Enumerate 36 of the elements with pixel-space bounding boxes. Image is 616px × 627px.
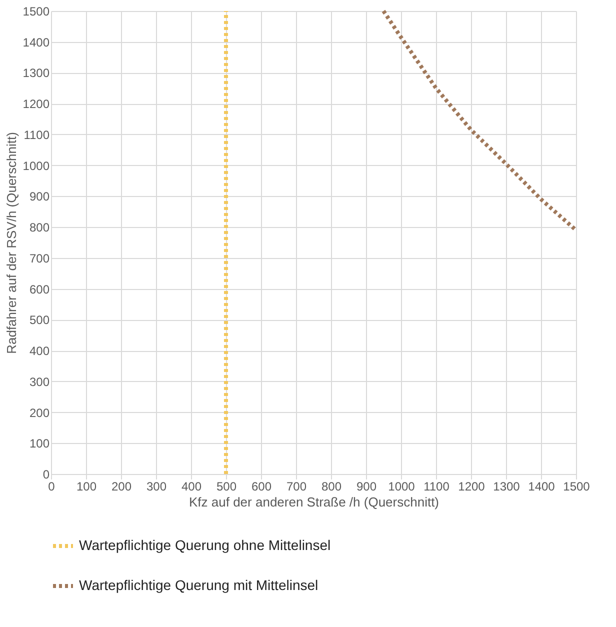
x-tick-label: 700 xyxy=(286,480,307,494)
y-tick-label: 500 xyxy=(29,313,50,328)
y-tick-label: 1000 xyxy=(22,158,50,173)
y-tick-label: 0 xyxy=(42,468,50,482)
y-tick-label: 100 xyxy=(29,436,50,451)
x-tick-label: 500 xyxy=(216,480,237,494)
y-tick-label: 300 xyxy=(29,374,50,389)
x-tick-label: 200 xyxy=(111,480,132,494)
y-tick-label: 1400 xyxy=(22,35,50,50)
x-tick-label: 800 xyxy=(321,480,342,494)
x-tick-label: 1300 xyxy=(493,480,520,494)
x-tick-label: 1500 xyxy=(563,480,590,494)
line-series xyxy=(382,9,578,232)
x-tick-label: 1400 xyxy=(528,480,556,494)
x-tick-label: 1000 xyxy=(388,480,416,494)
y-tick-label: 1100 xyxy=(24,128,50,142)
y-tick-label: 200 xyxy=(29,406,50,420)
y-tick-label: 600 xyxy=(29,282,50,296)
x-axis-title: Kfz auf der anderen Straße /h (Querschnitt) xyxy=(188,494,440,510)
y-axis-title: Radfahrer auf der RSV/h (Querschnitt) xyxy=(4,132,19,354)
y-tick-label: 700 xyxy=(29,251,50,266)
legend-label: Wartepflichtige Querung mit Mittelinsel xyxy=(79,577,318,593)
y-tick-label: 800 xyxy=(29,220,50,235)
legend-label: Wartepflichtige Querung ohne Mittelinsel xyxy=(79,537,331,553)
x-tick-label: 100 xyxy=(76,480,97,494)
y-tick-label: 1500 xyxy=(22,4,50,18)
y-tick-label: 400 xyxy=(29,344,50,358)
x-tick-label: 900 xyxy=(356,480,377,494)
x-tick-label: 1200 xyxy=(458,480,486,494)
x-tick-label: 400 xyxy=(181,480,202,494)
x-tick-label: 600 xyxy=(251,480,272,494)
y-tick-label: 1300 xyxy=(22,66,50,80)
x-tick-label: 1100 xyxy=(424,480,450,494)
x-tick-label: 300 xyxy=(146,480,167,494)
y-tick-label: 1200 xyxy=(22,97,50,112)
y-tick-label: 900 xyxy=(29,190,50,204)
